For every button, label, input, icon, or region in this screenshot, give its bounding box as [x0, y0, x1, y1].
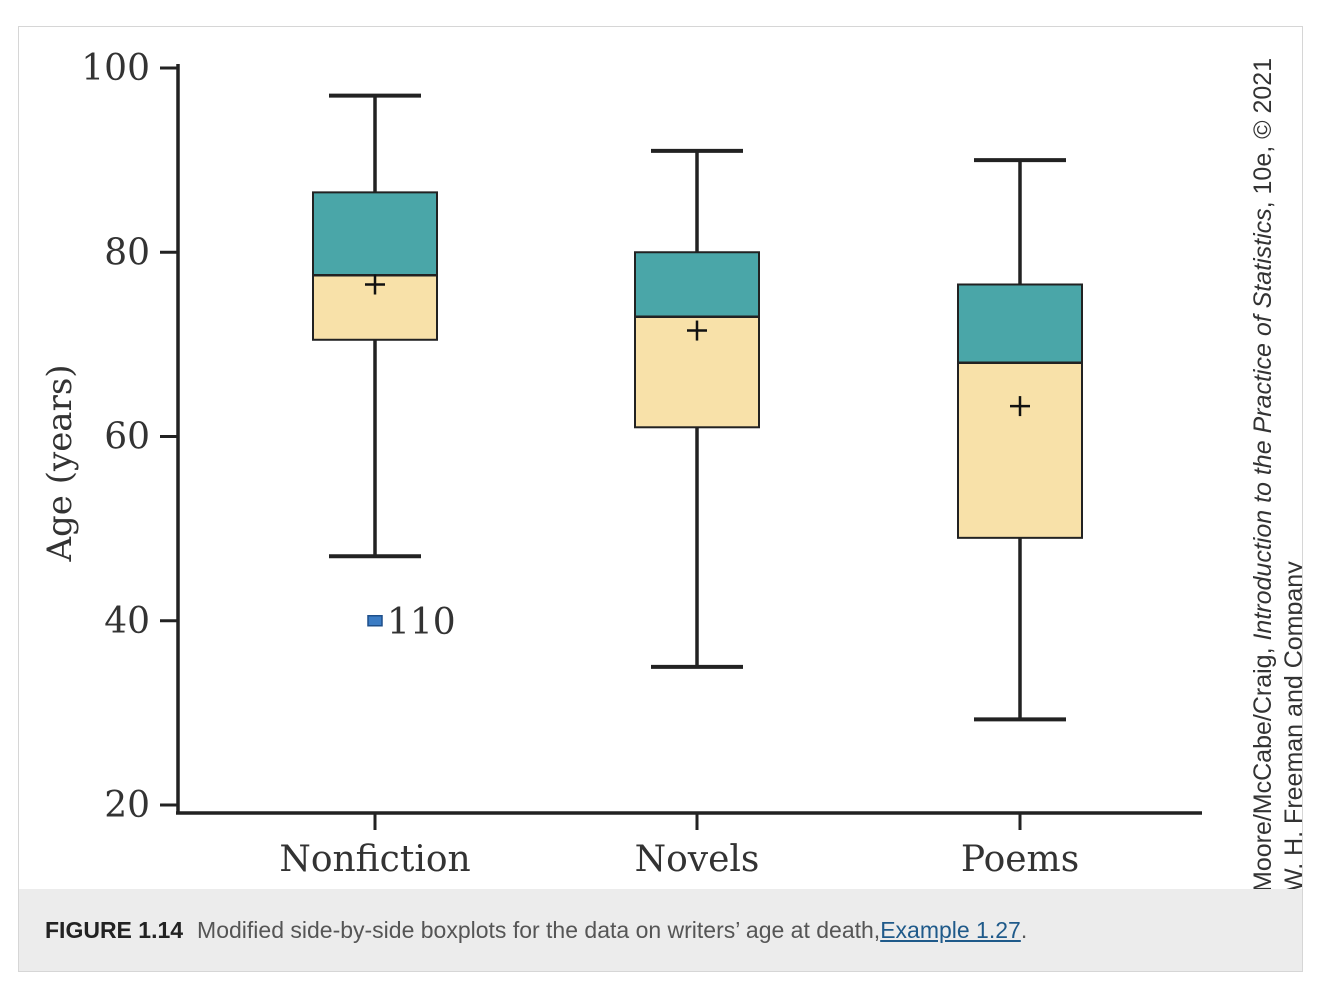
lower-box	[957, 361, 1083, 539]
y-tick-label: 40	[104, 601, 150, 642]
upper-box	[312, 191, 438, 277]
upper-box	[957, 283, 1083, 364]
y-axis-label: Age (years)	[40, 364, 80, 562]
x-tick-label-poems: Poems	[961, 839, 1079, 880]
y-tick-label: 20	[104, 785, 150, 826]
x-tick-label-novels: Novels	[635, 839, 760, 880]
outlier-label: 110	[387, 602, 456, 643]
x-tick-label-nonfiction: Nonfiction	[279, 839, 470, 880]
caption-text: Modified side-by-side boxplots for the d…	[197, 916, 881, 943]
boxes	[312, 93, 1083, 722]
box-poems	[957, 158, 1083, 722]
box-nonfiction	[312, 93, 438, 559]
y-tick-label: 100	[81, 48, 150, 89]
axes	[160, 64, 1202, 830]
boxplot-chart: 20 40 60 80 100 Nonfiction Novels Poems 110 Age …	[40, 48, 1302, 889]
figure-credit-line2: W. H. Freeman and Company	[1280, 561, 1302, 889]
y-tick-label: 60	[104, 417, 150, 458]
caption-end: .	[1020, 916, 1028, 943]
upper-box	[634, 251, 760, 318]
figure-caption: FIGURE 1.14 Modified side-by-side boxplo…	[19, 889, 1302, 971]
y-tick-label: 80	[104, 232, 150, 273]
outlier-point	[367, 615, 383, 627]
example-link[interactable]: Example 1.27	[880, 916, 1021, 943]
figure-label: FIGURE 1.14	[45, 916, 184, 943]
figure-credit-line1: Moore/McCabe/Craig, Introduction to the …	[1249, 58, 1277, 889]
box-novels	[634, 148, 760, 669]
labels: 20 40 60 80 100 Nonfiction Novels Poems 110	[81, 48, 1079, 880]
